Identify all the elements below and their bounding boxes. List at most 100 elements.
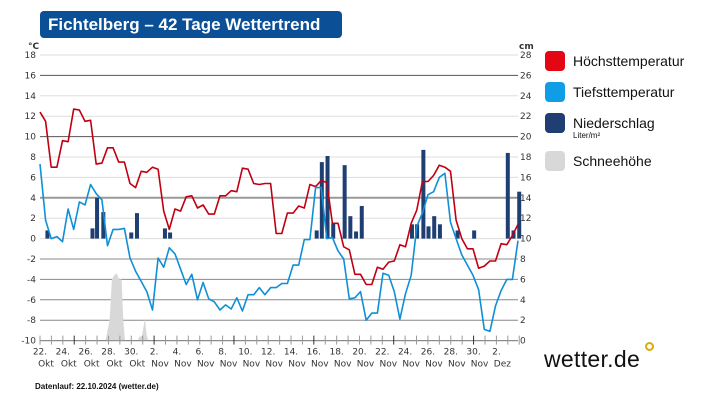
- legend: Höchsttemperatur Tiefsttemperatur Nieder…: [545, 51, 684, 182]
- y-axis-left-unit: °C: [28, 42, 40, 52]
- precipitation-bar: [354, 231, 359, 239]
- y-tick-label-left: -4: [27, 275, 36, 285]
- x-tick-month: Okt: [107, 360, 123, 370]
- y-tick-label-left: 18: [25, 51, 37, 61]
- y-tick-label-left: 8: [30, 153, 36, 163]
- y-tick-label-right: 28: [520, 51, 532, 61]
- x-tick-day: 20.: [352, 348, 366, 358]
- x-tick-month: Okt: [84, 360, 100, 370]
- y-tick-label-right: 6: [520, 275, 526, 285]
- min-temp-line: [39, 164, 519, 333]
- x-tick-day: 4.: [173, 348, 182, 358]
- x-tick-day: 26.: [421, 348, 435, 358]
- precipitation-bar: [348, 216, 353, 239]
- precipitation-swatch: [545, 113, 565, 133]
- y-tick-label-right: 22: [520, 112, 531, 122]
- x-tick-month: Okt: [38, 360, 54, 370]
- x-tick-day: 30.: [124, 348, 138, 358]
- wetter-de-logo[interactable]: wetter.de: [544, 346, 641, 372]
- precipitation-bar: [472, 230, 477, 239]
- x-tick-day: 22.: [33, 348, 47, 358]
- max-temp-swatch: [545, 51, 565, 71]
- x-tick-day: 8.: [218, 348, 227, 358]
- precipitation-bar: [505, 152, 510, 239]
- y-tick-label-right: 10: [520, 235, 532, 245]
- precipitation-bar: [437, 224, 442, 239]
- precipitation-bar: [45, 230, 50, 239]
- x-tick-month: Nov: [265, 360, 283, 370]
- precipitation-bar: [432, 216, 437, 239]
- data-run-note: Datenlauf: 22.10.2024 (wetter.de): [35, 382, 159, 391]
- y-tick-label-right: 8: [520, 255, 526, 265]
- x-tick-month: Nov: [174, 360, 192, 370]
- x-tick-day: 28.: [101, 348, 115, 358]
- precipitation-bar: [325, 155, 330, 239]
- x-tick-day: 30.: [466, 348, 480, 358]
- y-tick-label-right: 4: [520, 296, 526, 306]
- x-tick-day: 28.: [444, 348, 458, 358]
- y-tick-label-left: -8: [27, 316, 36, 326]
- x-tick-month: Nov: [243, 360, 261, 370]
- legend-item-max-temp: Höchsttemperatur: [545, 51, 684, 71]
- x-tick-day: 6.: [195, 348, 204, 358]
- y-axis-right-unit: cm: [519, 42, 534, 52]
- precipitation-bar: [90, 228, 95, 239]
- x-tick-month: Okt: [61, 360, 77, 370]
- x-tick-month: Nov: [471, 360, 489, 370]
- precipitation-bar: [162, 228, 167, 239]
- precipitation-bar: [426, 226, 431, 239]
- x-tick-month: Nov: [357, 360, 375, 370]
- y-tick-label-right: 20: [520, 133, 532, 143]
- x-tick-day: 2.: [492, 348, 501, 358]
- precipitation-bar: [168, 232, 173, 239]
- precipitation-label: Niederschlag: [573, 115, 655, 131]
- precipitation-bar: [314, 230, 319, 239]
- y-tick-label-left: -6: [27, 296, 36, 306]
- x-tick-month: Okt: [129, 360, 145, 370]
- precipitation-bar: [421, 149, 426, 239]
- y-tick-label-left: 0: [30, 235, 36, 245]
- y-tick-label-left: 4: [30, 194, 36, 204]
- y-tick-label-left: 10: [25, 133, 37, 143]
- y-tick-label-right: 26: [520, 71, 532, 81]
- x-tick-month: Nov: [380, 360, 398, 370]
- precipitation-bar: [415, 224, 420, 239]
- snow-depth-area: [105, 273, 126, 341]
- legend-item-precipitation: Niederschlag Liter/m²: [545, 113, 684, 140]
- x-tick-day: 14.: [284, 348, 298, 358]
- x-tick-day: 10.: [238, 348, 252, 358]
- y-tick-label-right: 2: [520, 316, 526, 326]
- y-tick-label-right: 16: [520, 173, 532, 183]
- y-tick-label-left: -10: [21, 337, 36, 347]
- precipitation-bar: [517, 191, 522, 239]
- precipitation-bar: [342, 165, 347, 239]
- x-tick-month: Dez: [494, 360, 511, 370]
- precipitation-unit: Liter/m²: [573, 131, 601, 140]
- y-tick-label-left: 6: [30, 173, 36, 183]
- precipitation-bar: [129, 232, 134, 239]
- x-tick-month: Nov: [334, 360, 352, 370]
- legend-item-snow-depth: Schneehöhe: [545, 151, 684, 171]
- y-tick-label-left: 14: [25, 92, 37, 102]
- chart-title: Fichtelberg – 42 Tage Wettertrend: [40, 11, 342, 38]
- precipitation-bar: [134, 213, 139, 239]
- x-tick-month: Nov: [220, 360, 238, 370]
- x-tick-month: Nov: [197, 360, 215, 370]
- precipitation-bar: [95, 197, 100, 239]
- precipitation-bar: [331, 223, 336, 239]
- x-tick-month: Nov: [311, 360, 329, 370]
- x-tick-month: Nov: [288, 360, 306, 370]
- y-tick-label-left: 2: [30, 214, 36, 224]
- x-tick-month: Nov: [425, 360, 443, 370]
- y-tick-label-right: 24: [520, 92, 532, 102]
- y-tick-label-left: -2: [27, 255, 36, 265]
- x-tick-day: 18.: [329, 348, 343, 358]
- x-tick-month: Nov: [448, 360, 466, 370]
- x-tick-day: 22.: [375, 348, 389, 358]
- precipitation-bar: [101, 212, 106, 239]
- precipitation-bar: [359, 205, 364, 239]
- legend-item-min-temp: Tiefsttemperatur: [545, 82, 684, 102]
- y-tick-label-right: 12: [520, 214, 531, 224]
- x-tick-month: Nov: [402, 360, 420, 370]
